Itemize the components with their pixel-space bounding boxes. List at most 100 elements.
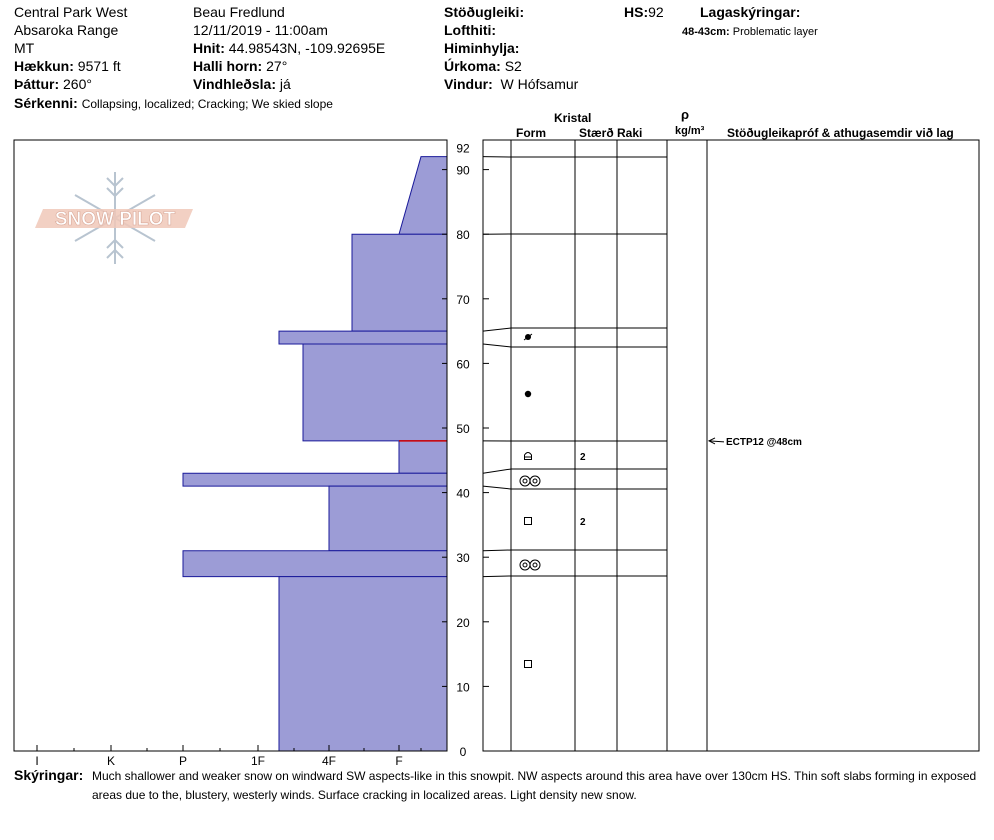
slope-value: 27°: [266, 58, 288, 74]
wind: Vindur: W Hófsamur: [444, 76, 578, 92]
layers-label: Lagaskýringar:: [700, 4, 801, 20]
wind-label: Vindur:: [444, 76, 493, 92]
features: Sérkenni: Collapsing, localized; Crackin…: [14, 95, 333, 112]
form-symbol-rounds-2-ring: [529, 559, 541, 571]
precip-label: Úrkoma:: [444, 58, 501, 74]
stability-label: Stöðugleiki:: [444, 4, 525, 20]
col-crystal: Kristal: [554, 111, 592, 125]
form-symbol-graupel: [524, 390, 532, 398]
chart-frames: [13, 139, 980, 752]
height-tick-label-90: 90: [456, 164, 470, 178]
datetime: 12/11/2019 - 11:00am: [193, 22, 328, 38]
form-symbol-rounds-1-core: [532, 478, 538, 484]
layer-bar-3: [302, 343, 448, 442]
range: Absaroka Range: [14, 22, 119, 38]
form-symbol-depth-hoar: [524, 452, 532, 460]
elevation: Hækkun: 9571 ft: [14, 58, 121, 74]
form-symbol-facets-1: [524, 517, 532, 525]
hs: HS:92: [624, 4, 664, 20]
layer-bar-1: [351, 233, 448, 332]
coords: Hnit: 44.98543N, -109.92695E: [193, 40, 385, 56]
boundary-connector-7: [482, 549, 512, 552]
layer-bar-0: [398, 156, 448, 235]
sky-label: Himinhylja:: [444, 40, 520, 56]
col-size: Stærð: [579, 126, 614, 140]
aspect: Þáttur: 260°: [14, 76, 92, 92]
state: MT: [14, 40, 35, 56]
hardness-tick-label-4F: 4F: [322, 754, 336, 768]
form-symbol-rounds-1-ring: [519, 475, 531, 487]
size-label-2: 2: [580, 517, 586, 528]
precip-value: S2: [504, 58, 522, 74]
boundary-connector-2: [482, 327, 512, 332]
form-symbol-rounds-2-core: [532, 562, 538, 568]
height-tick-label-0: 0: [460, 745, 467, 759]
form-symbol-rounds-2-core: [522, 562, 528, 568]
layer-note-range: 48-43cm:: [682, 26, 730, 38]
col-tests: Stöðugleikapróf & athugasemdir við lag: [727, 126, 954, 140]
snowpilot-logo: SNOW PILOT: [35, 172, 193, 264]
height-tick-label-50: 50: [456, 422, 470, 436]
col-form: Form: [516, 126, 546, 140]
right-frame: [482, 139, 980, 752]
layer-bar-5: [182, 472, 448, 487]
wind-loading-label: Vindhleðsla:: [193, 76, 276, 92]
col-moisture: Raki: [617, 126, 643, 140]
test-arrow-line-0: [708, 440, 725, 443]
hs-value: 92: [648, 4, 664, 20]
size-label-1: 2: [580, 452, 586, 463]
height-tick-label-20: 20: [456, 616, 470, 630]
comments-label: Skýringar:: [14, 767, 84, 783]
height-tick-label-80: 80: [456, 228, 470, 242]
coords-value: 44.98543N, -109.92695E: [228, 40, 386, 56]
height-tick-label-60: 60: [456, 357, 470, 371]
height-tick-label-40: 40: [456, 487, 470, 501]
form-symbol-depth-hoar-arch: [524, 452, 532, 460]
form-symbol-rounds-1-core: [522, 478, 528, 484]
boundary-connector-5: [482, 468, 512, 474]
observer: Beau Fredlund: [193, 4, 285, 20]
hs-label: HS:: [624, 4, 649, 20]
height-tick-label-30: 30: [456, 551, 470, 565]
precip: Úrkoma: S2: [444, 58, 522, 74]
hardness-tick-label-P: P: [179, 754, 187, 768]
form-symbol-rounds-1-ring: [529, 475, 541, 487]
elevation-value: 9571 ft: [77, 58, 121, 74]
layer-bar-8: [278, 576, 448, 752]
form-symbol-facets-2: [524, 660, 532, 668]
logo-text: SNOW PILOT: [55, 209, 176, 230]
test-arrow-head-0: [707, 437, 716, 445]
layer-bar-7: [182, 550, 448, 578]
hardness-tick-label-F: F: [395, 754, 402, 768]
hardness-tick-label-K: K: [107, 754, 115, 768]
wind-loading-value: já: [279, 76, 291, 92]
features-value: Collapsing, localized; Cracking; We skie…: [81, 97, 333, 111]
boundary-connector-8: [482, 575, 512, 578]
layer-bar-4: [398, 440, 448, 474]
hardness-layers: [182, 156, 448, 752]
boundary-connector-3: [482, 343, 512, 348]
slope: Halli horn: 27°: [193, 58, 287, 74]
col-rho: ρ: [681, 107, 690, 122]
height-axis: 0 10 20 30 40 50 60 70 80 90 92: [442, 142, 489, 759]
layer-bar-2: [278, 330, 448, 345]
wind-value: W Hófsamur: [500, 76, 579, 92]
hs-tick-label: 92: [456, 142, 470, 156]
layer-bar-6: [328, 485, 448, 552]
col-density-unit: kg/m³: [675, 125, 705, 137]
form-symbol-rounds-2: [519, 559, 541, 571]
form-symbol-rounds-1: [519, 475, 541, 487]
comments-text: Much shallower and weaker snow on windwa…: [92, 769, 977, 802]
form-symbol-decomposing: [523, 333, 533, 341]
height-tick-label-10: 10: [456, 680, 470, 694]
hardness-tick-label-I: I: [35, 754, 38, 768]
height-tick-label-70: 70: [456, 293, 470, 307]
slope-label: Halli horn:: [193, 58, 263, 74]
form-symbol-rounds-2-ring: [519, 559, 531, 571]
test-label-0: ECTP12 @48cm: [726, 437, 802, 448]
coords-label: Hnit:: [193, 40, 225, 56]
wind-loading: Vindhleðsla: já: [193, 76, 291, 92]
layer-table: 2 2 ECTP12 @48cm: [482, 156, 802, 668]
hardness-axis: I K P 1F 4F F: [35, 745, 422, 768]
